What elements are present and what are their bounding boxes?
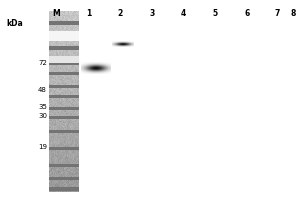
Bar <box>49 63 79 65</box>
Text: M: M <box>52 9 60 18</box>
Bar <box>49 116 79 119</box>
Bar <box>49 187 79 191</box>
Text: 7: 7 <box>274 9 280 18</box>
Text: 4: 4 <box>181 9 186 18</box>
Bar <box>49 31 79 41</box>
Bar <box>49 147 79 150</box>
Bar <box>49 85 79 88</box>
Bar <box>49 56 79 63</box>
Bar <box>49 130 79 133</box>
Bar <box>49 21 79 25</box>
Text: 19: 19 <box>38 144 47 150</box>
Text: 35: 35 <box>38 104 47 110</box>
Text: 1: 1 <box>86 9 91 18</box>
Text: 3: 3 <box>149 9 154 18</box>
Text: 2: 2 <box>118 9 123 18</box>
Text: 6: 6 <box>244 9 250 18</box>
Text: 30: 30 <box>38 113 47 119</box>
Bar <box>49 95 79 98</box>
Text: 8: 8 <box>291 9 296 18</box>
Text: 48: 48 <box>38 87 47 93</box>
Bar <box>49 107 79 110</box>
Text: kDa: kDa <box>6 19 23 28</box>
Text: 72: 72 <box>38 60 47 66</box>
Text: 5: 5 <box>213 9 218 18</box>
Bar <box>49 46 79 50</box>
Bar <box>49 177 79 180</box>
Bar <box>49 72 79 75</box>
Bar <box>49 164 79 167</box>
